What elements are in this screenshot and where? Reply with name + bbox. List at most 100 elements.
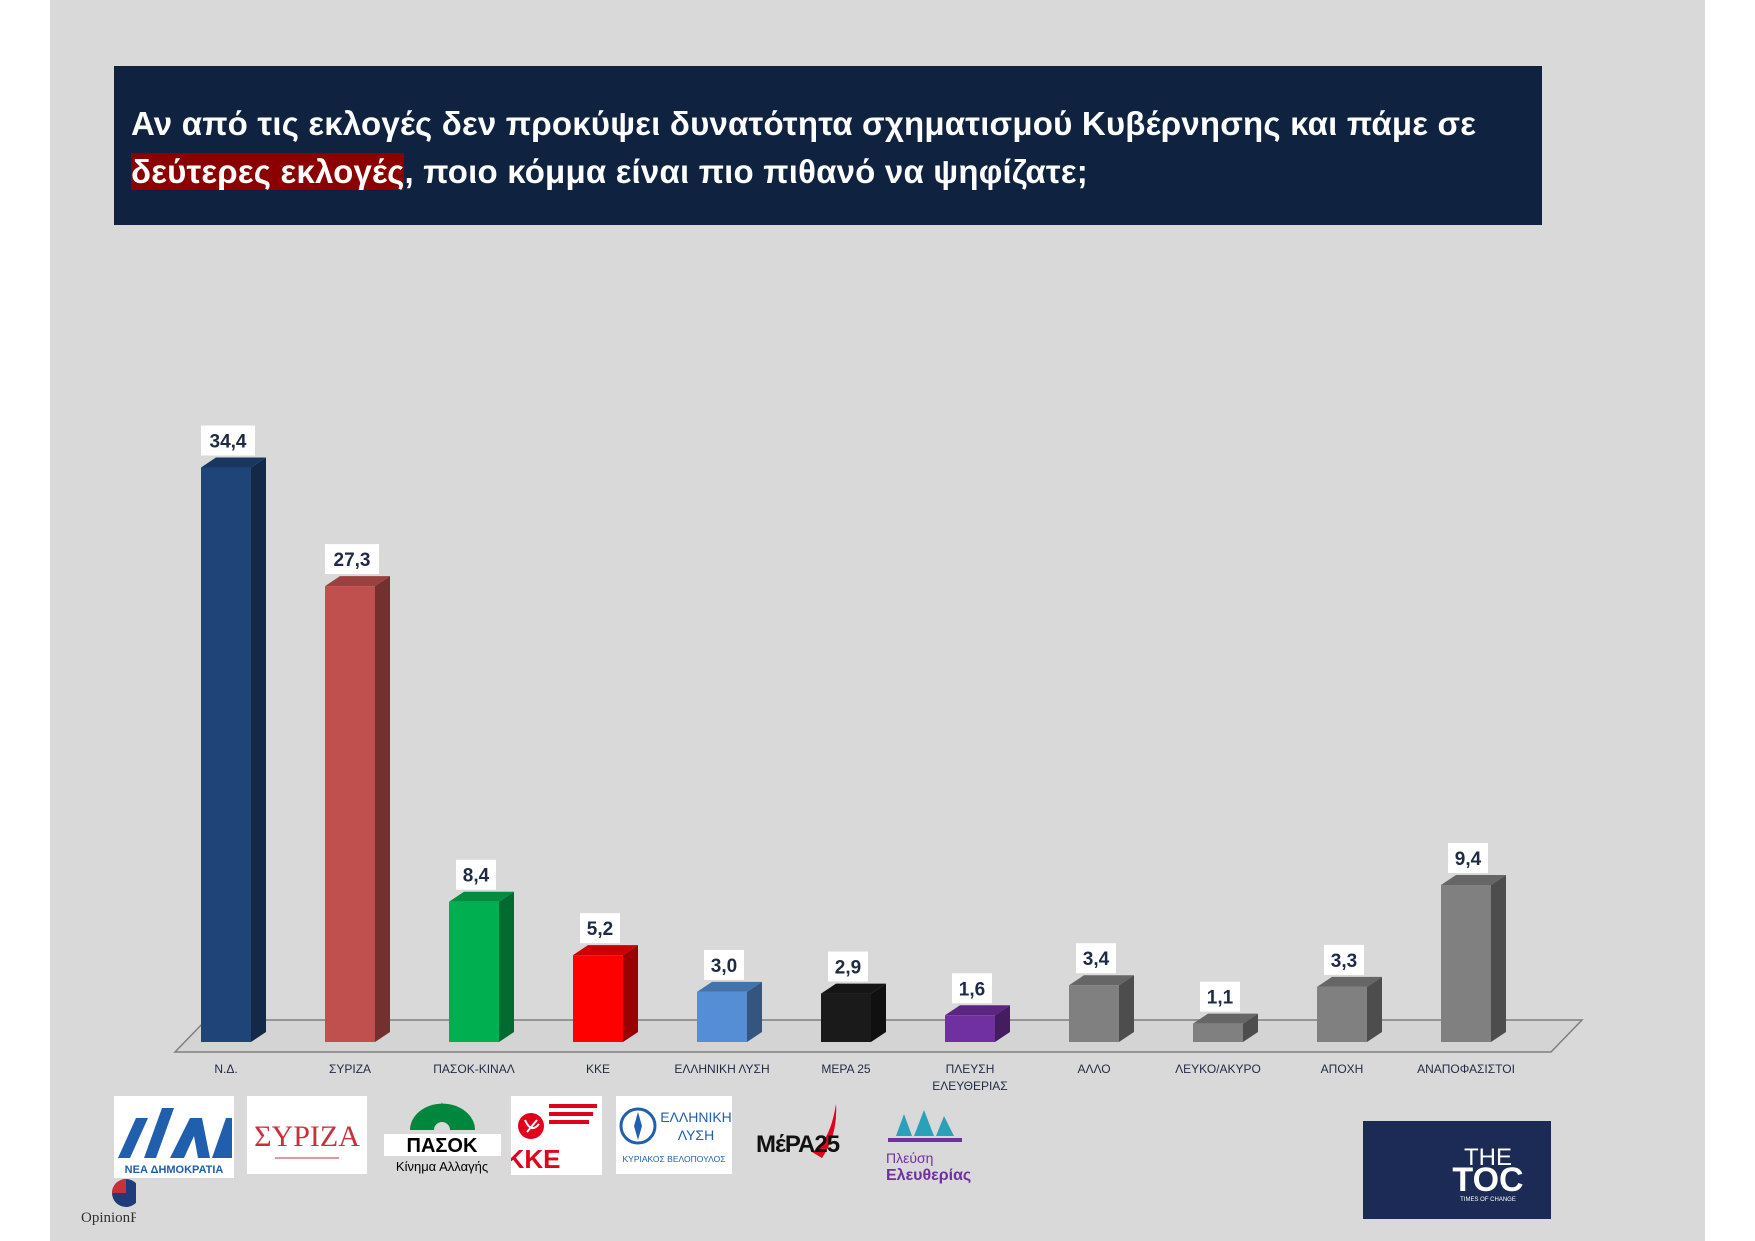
data-label-11: 9,4: [1448, 843, 1488, 874]
data-label-6: 2,9: [828, 951, 868, 982]
bar-top: [945, 1005, 1010, 1016]
bar-side: [375, 576, 390, 1042]
bar-top: [1193, 1013, 1258, 1024]
data-label-text: 3,4: [1083, 949, 1110, 970]
bar-top: [1317, 976, 1382, 987]
data-label-4: 5,2: [580, 913, 620, 944]
data-label-9: 1,1: [1200, 981, 1240, 1012]
category-label-3: ΠΑΣΟΚ-ΚΙΝΑΛ: [433, 1062, 514, 1076]
bar-side: [747, 981, 762, 1042]
bar-9: [1193, 1013, 1258, 1042]
bar-5: [697, 981, 762, 1042]
kke-logo: ΚΚΕ: [511, 1096, 602, 1175]
syriza-logo: ΣΥΡΙΖΑ: [247, 1096, 367, 1174]
data-label-text: 27,3: [334, 550, 371, 571]
elliniki-logo-text2: ΛΥΣΗ: [678, 1127, 714, 1143]
bar-side: [995, 1005, 1010, 1042]
bar-front: [573, 955, 623, 1042]
pasok-logo-subtext: Κίνημα Αλλαγής: [396, 1159, 488, 1174]
thetoc-logo-text3: TIMES OF CHANGE: [1460, 1197, 1516, 1203]
title-highlight: δεύτερες εκλογές: [131, 153, 405, 190]
data-label-text: 2,9: [835, 958, 861, 979]
bar-front: [697, 991, 747, 1042]
bar-front: [1069, 985, 1119, 1042]
opinionpoll-logo: OpinionPoll: [81, 1179, 136, 1226]
bar-front: [821, 993, 871, 1042]
bar-front: [449, 901, 499, 1042]
bar-8: [1069, 975, 1134, 1042]
bar-1: [201, 457, 266, 1042]
title-part2: , ποιο κόμμα είναι πιο πιθανό να ψηφίζατ…: [404, 153, 1088, 190]
bar-top: [573, 945, 638, 956]
bar-top: [201, 457, 266, 468]
category-label-6: ΜΕΡΑ 25: [821, 1062, 870, 1076]
data-label-text: 8,4: [463, 866, 490, 887]
data-label-5: 3,0: [704, 949, 744, 980]
bar-side: [1243, 1013, 1258, 1042]
title-part1: Αν από τις εκλογές δεν προκύψει δυνατότη…: [131, 105, 1477, 142]
category-label-7: ΠΛΕΥΣΗ ΕΛΕΥΘΕΡΙΑΣ: [932, 1062, 1007, 1093]
plefsi-logo-text1: Πλεύση: [886, 1150, 933, 1166]
bar-6: [821, 983, 886, 1042]
bar-top: [1069, 975, 1134, 986]
data-label-text: 5,2: [587, 919, 613, 940]
kke-logo-text: ΚΚΕ: [511, 1144, 560, 1174]
category-label-5: ΕΛΛΗΝΙΚΗ ΛΥΣΗ: [674, 1062, 769, 1076]
category-label-2: ΣΥΡΙΖΑ: [329, 1062, 371, 1076]
bar-front: [201, 467, 251, 1042]
category-label-10: ΑΠΟΧΗ: [1321, 1062, 1364, 1076]
data-label-10: 3,3: [1324, 944, 1364, 975]
data-label-text: 3,0: [711, 956, 737, 977]
bar-side: [1491, 875, 1506, 1042]
mera25-logo: ΜέΡΑ25: [756, 1104, 841, 1158]
bar-2: [325, 576, 390, 1042]
data-label-text: 1,6: [959, 979, 985, 1000]
category-label-8: ΑΛΛΟ: [1077, 1062, 1110, 1076]
chart-title-box: Αν από τις εκλογές δεν προκύψει δυνατότη…: [114, 66, 1542, 225]
thetoc-logo-text1: THE: [1464, 1144, 1512, 1171]
pasok-logo: ΠΑΣΟΚ Κίνημα Αλλαγής: [384, 1102, 501, 1174]
plefsi-logo: Πλεύση Ελευθερίας: [886, 1110, 971, 1184]
bar-top: [325, 576, 390, 587]
data-label-text: 9,4: [1455, 849, 1482, 870]
bar-3: [449, 891, 514, 1042]
syriza-logo-text: ΣΥΡΙΖΑ: [254, 1120, 360, 1153]
bar-side: [1119, 975, 1134, 1042]
bar-front: [325, 586, 375, 1042]
bar-side: [251, 457, 266, 1042]
bar-top: [697, 981, 762, 992]
bar-top: [1441, 875, 1506, 886]
nd-logo: ΝΕΑ ΔΗΜΟΚΡΑΤΙΑ: [114, 1096, 234, 1178]
pasok-logo-text: ΠΑΣΟΚ: [407, 1135, 478, 1157]
data-label-7: 1,6: [952, 973, 992, 1004]
bar-side: [871, 983, 886, 1042]
data-label-3: 8,4: [456, 859, 496, 890]
elliniki-lysi-logo: ΕΛΛΗΝΙΚΗ ΛΥΣΗ ΚΥΡΙΑΚΟΣ ΒΕΛΟΠΟΥΛΟΣ: [616, 1096, 732, 1174]
bar-side: [499, 891, 514, 1042]
bar-4: [573, 945, 638, 1042]
bar-side: [1367, 976, 1382, 1042]
thetoc-logo-text2: TOC: [1452, 1161, 1523, 1199]
elliniki-logo-text1: ΕΛΛΗΝΙΚΗ: [660, 1109, 732, 1125]
data-label-text: 1,1: [1207, 988, 1234, 1009]
mera25-logo-text: ΜέΡΑ25: [756, 1131, 840, 1158]
bar-front: [1317, 986, 1367, 1042]
bar-top: [821, 983, 886, 994]
category-label-9: ΛΕΥΚΟ/ΑΚΥΡΟ: [1175, 1062, 1261, 1076]
category-label-11: ΑΝΑΠΟΦΑΣΙΣΤΟΙ: [1417, 1062, 1515, 1076]
nd-logo-text: ΝΕΑ ΔΗΜΟΚΡΑΤΙΑ: [125, 1164, 224, 1176]
bar-side: [623, 945, 638, 1042]
bar-7: [945, 1005, 1010, 1042]
category-label-1: Ν.Δ.: [214, 1062, 237, 1076]
bar-front: [945, 1015, 995, 1042]
category-label-4: ΚΚΕ: [586, 1062, 610, 1076]
thetoc-logo: THE TOC TIMES OF CHANGE: [1363, 1121, 1551, 1219]
data-label-8: 3,4: [1076, 943, 1116, 974]
bar-10: [1317, 976, 1382, 1042]
data-label-2: 27,3: [325, 544, 379, 575]
data-label-1: 34,4: [201, 425, 255, 456]
bar-front: [1441, 885, 1491, 1042]
data-label-text: 34,4: [210, 432, 247, 453]
opinionpoll-logo-text: OpinionPoll: [81, 1210, 136, 1226]
